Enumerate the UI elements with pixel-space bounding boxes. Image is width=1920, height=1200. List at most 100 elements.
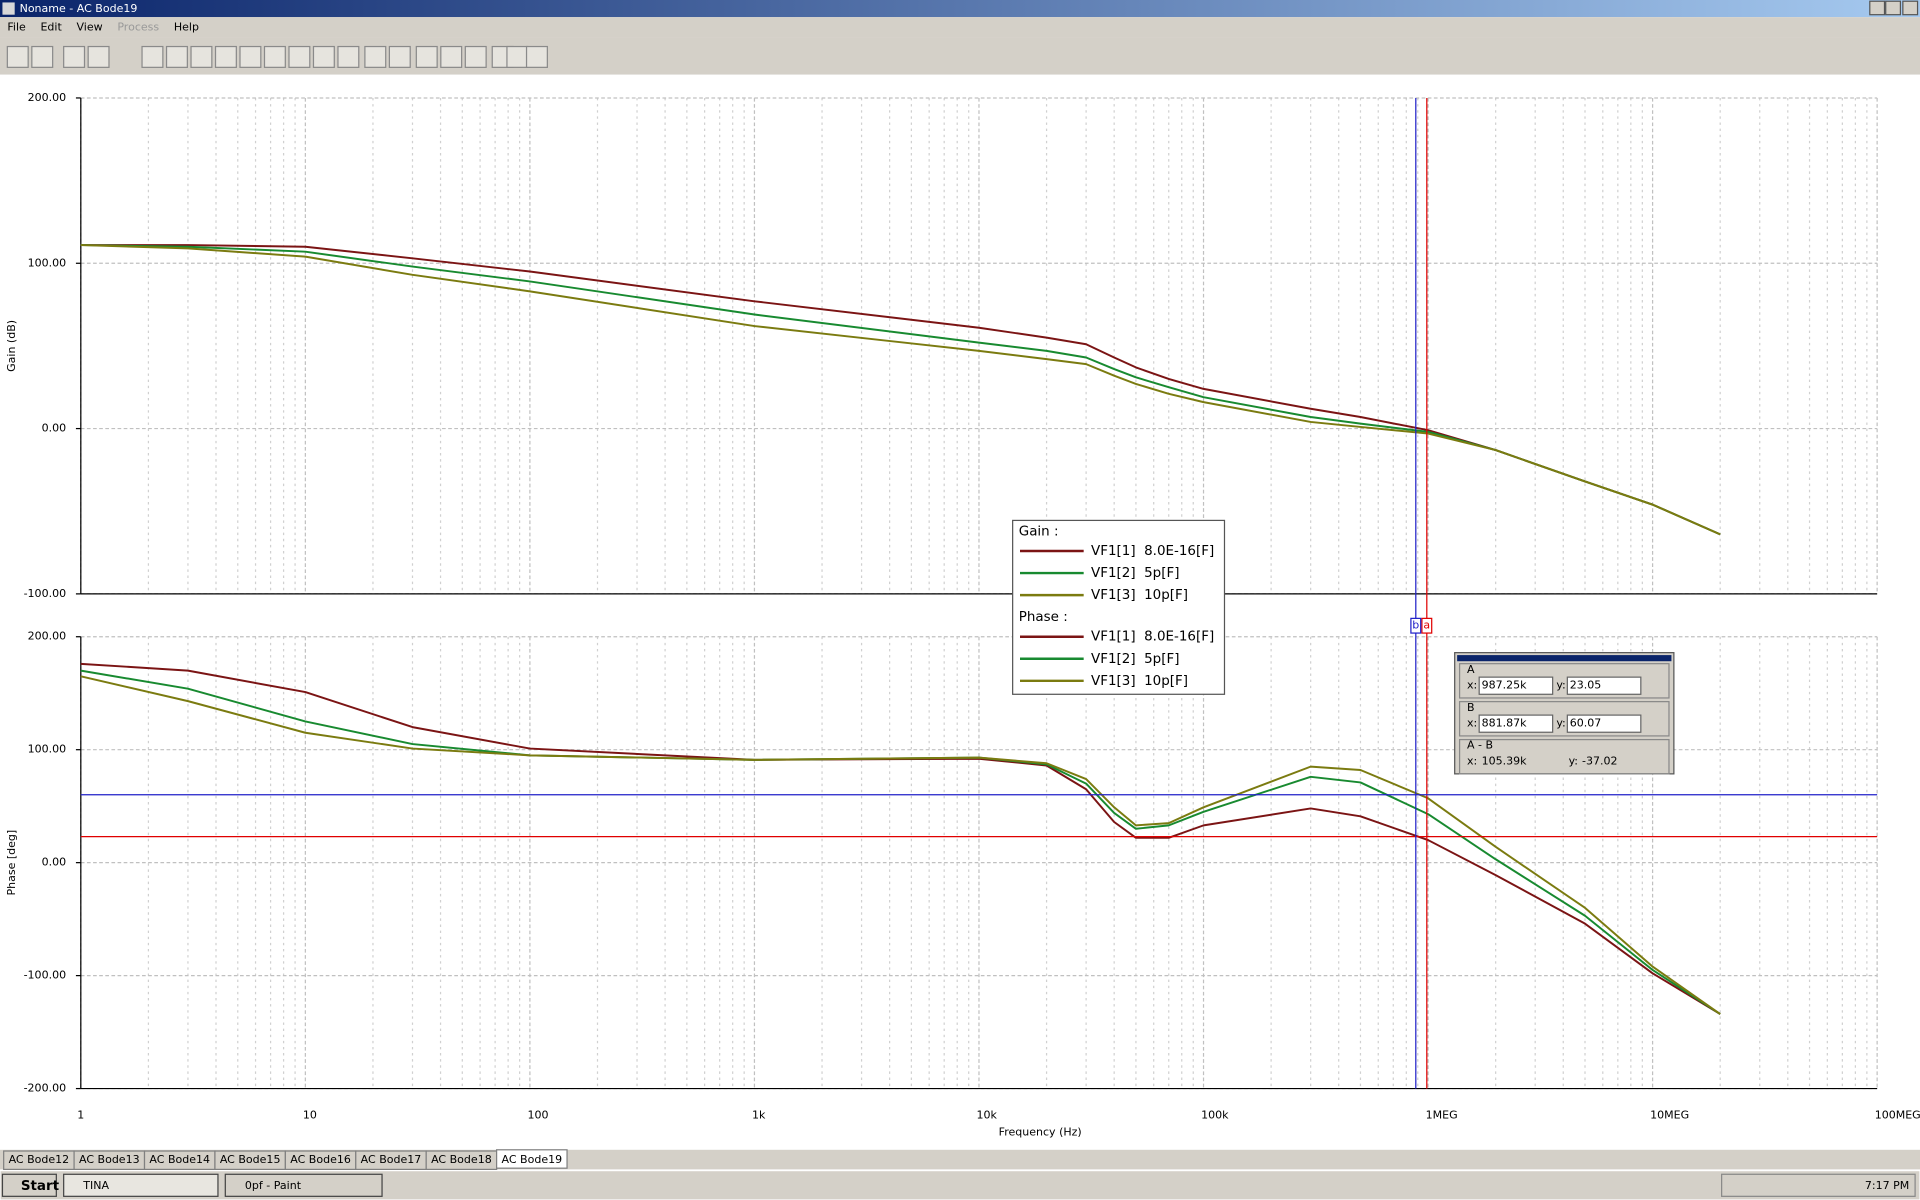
cursor-flag-label: b <box>1412 619 1419 632</box>
readout-y: 23.05 <box>1570 679 1602 692</box>
app-icon <box>2 2 15 15</box>
menu-item[interactable]: View <box>77 21 103 34</box>
y-tick-label: 100.00 <box>28 743 67 756</box>
readout-y: 60.07 <box>1570 717 1602 730</box>
x-tick-label: 10 <box>303 1109 317 1122</box>
readout-prefix: y: <box>1569 755 1578 768</box>
toolbar-buttons <box>6 45 548 68</box>
readout-y: -37.02 <box>1582 755 1618 768</box>
toolbar <box>0 37 1920 75</box>
tab[interactable] <box>496 1149 568 1169</box>
tool-button[interactable] <box>263 45 286 68</box>
x-axis-label: Frequency (Hz) <box>999 1126 1082 1139</box>
system-tray <box>1721 1173 1916 1197</box>
tool-button[interactable] <box>440 45 463 68</box>
tool-button[interactable] <box>506 45 529 68</box>
tool-button[interactable] <box>364 45 387 68</box>
y-tick-label: 200.00 <box>28 91 67 104</box>
tool-button[interactable] <box>312 45 335 68</box>
cursor-flag[interactable] <box>1421 617 1433 634</box>
task-button[interactable] <box>224 1173 383 1197</box>
readout-field[interactable] <box>1566 676 1642 695</box>
restore-button[interactable] <box>1885 0 1902 16</box>
task-label: TINA <box>82 1179 109 1192</box>
tool-button[interactable] <box>388 45 411 68</box>
cursor-flag[interactable] <box>1410 617 1422 634</box>
tool-button[interactable] <box>141 45 164 68</box>
tool-button[interactable] <box>190 45 213 68</box>
clock: 7:17 PM <box>1865 1179 1909 1192</box>
tool-button[interactable] <box>31 45 54 68</box>
menu-item[interactable]: Process <box>117 21 159 34</box>
tool-button[interactable] <box>288 45 311 68</box>
readout-field[interactable] <box>1478 714 1554 733</box>
readout-group <box>1458 701 1670 737</box>
y-tick-label: 0.00 <box>42 422 67 435</box>
x-tick-label: 100MEG <box>1875 1109 1920 1122</box>
y-tick-label: -100.00 <box>24 969 67 982</box>
window-buttons <box>1869 0 1919 16</box>
y-axis-label: Phase [deg] <box>5 830 18 896</box>
tool-button[interactable] <box>415 45 438 68</box>
legend-title: Gain : <box>1019 524 1059 539</box>
readout-field[interactable] <box>1478 676 1554 695</box>
tab-label: AC Bode19 <box>502 1153 563 1166</box>
tab-label: AC Bode16 <box>290 1153 351 1166</box>
readout-prefix: x: <box>1467 755 1477 768</box>
menu-item[interactable]: Help <box>174 21 199 34</box>
readout-group <box>1458 738 1670 775</box>
tool-button[interactable] <box>337 45 360 68</box>
tool-button[interactable] <box>525 45 548 68</box>
task-label: 0pf - Paint <box>245 1179 302 1192</box>
close-button[interactable] <box>1902 0 1919 16</box>
legend-label: VF1[1] 8.0E-16[F] <box>1091 544 1214 559</box>
readout-group-title: A <box>1467 663 1475 676</box>
tool-button[interactable] <box>87 45 110 68</box>
tabs: AC Bode12 AC Bode13 AC Bode14 AC Bode15 AC B… <box>3 1149 568 1170</box>
menu-bar <box>0 17 1920 38</box>
readout-prefix: x: <box>1467 679 1477 692</box>
series-line <box>80 669 1721 1015</box>
legend <box>1012 519 1226 695</box>
readout-field[interactable] <box>1566 714 1642 733</box>
readout-x: 881.87k <box>1482 717 1528 730</box>
tool-button[interactable] <box>165 45 188 68</box>
readout-group-title: A - B <box>1467 739 1493 752</box>
readout-x: 105.39k <box>1482 755 1528 768</box>
tool-button[interactable] <box>63 45 86 68</box>
readout-x: 987.25k <box>1482 679 1528 692</box>
tool-button[interactable] <box>214 45 237 68</box>
legend-label: VF1[2] 5p[F] <box>1091 652 1179 667</box>
y-axis-label: Gain (dB) <box>5 320 18 372</box>
x-tick-label: 1k <box>752 1109 766 1122</box>
tool-button[interactable] <box>464 45 487 68</box>
y-tick-label: 200.00 <box>28 630 67 643</box>
title-bar <box>0 0 1920 18</box>
tab-label: AC Bode12 <box>9 1153 70 1166</box>
start-button[interactable] <box>1 1173 57 1197</box>
minimize-button[interactable] <box>1869 0 1886 16</box>
menu-item[interactable]: Edit <box>40 21 62 34</box>
menu-item[interactable]: File <box>7 21 26 34</box>
tab-label: AC Bode17 <box>361 1153 422 1166</box>
tab-label: AC Bode18 <box>431 1153 492 1166</box>
menu: File Edit View Process Help <box>7 21 199 34</box>
legend-label: VF1[3] 10p[F] <box>1091 588 1188 603</box>
x-tick-label: 10k <box>977 1109 998 1122</box>
readout-prefix: y: <box>1556 717 1565 730</box>
x-tick-label: 1MEG <box>1426 1109 1458 1122</box>
tab-label: AC Bode13 <box>79 1153 140 1166</box>
series-line <box>80 662 1721 1015</box>
task-button[interactable] <box>63 1173 219 1197</box>
tab-label: AC Bode15 <box>220 1153 281 1166</box>
readout-group-title: B <box>1467 701 1475 714</box>
x-tick-label: 1 <box>77 1109 84 1122</box>
y-tick-label: -100.00 <box>24 587 67 600</box>
x-tick-label: 100k <box>1201 1109 1229 1122</box>
tool-button[interactable] <box>6 45 29 68</box>
readout-group <box>1458 663 1670 699</box>
cursor-flag-label: a <box>1423 619 1430 632</box>
tool-button[interactable] <box>239 45 262 68</box>
x-tick-label: 100 <box>527 1109 548 1122</box>
